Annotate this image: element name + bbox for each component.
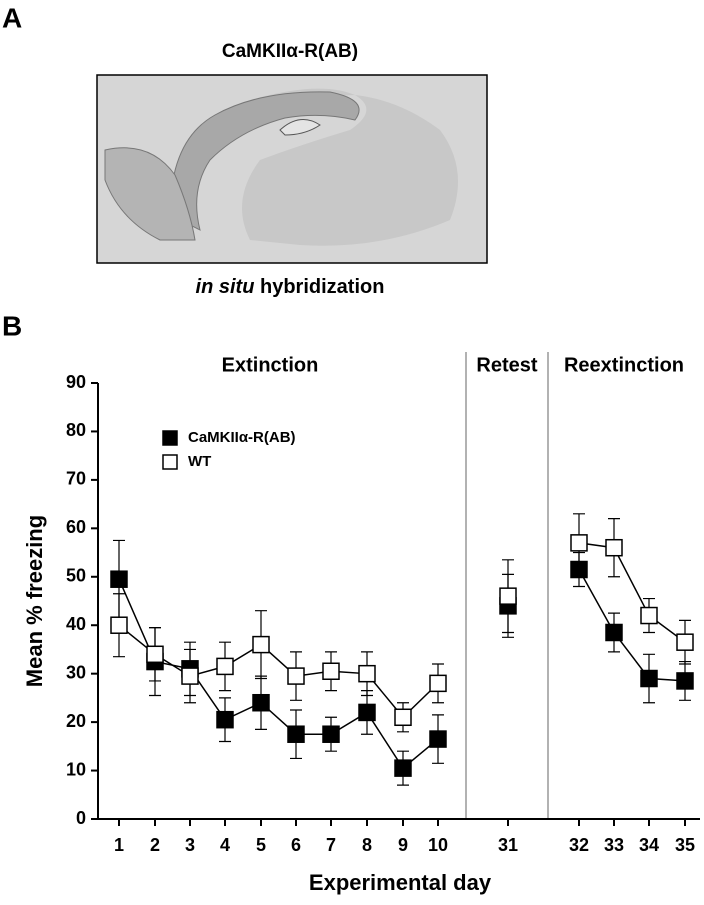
x-tick-label: 1 [114, 835, 124, 855]
x-tick-label: 10 [428, 835, 448, 855]
x-tick-label: 2 [150, 835, 160, 855]
marker [146, 645, 164, 664]
legend-marker [162, 430, 178, 446]
marker [110, 570, 128, 588]
marker [216, 657, 234, 676]
marker [605, 538, 623, 557]
y-tick-label: 60 [66, 517, 86, 537]
histology-image [96, 74, 488, 264]
marker [605, 623, 623, 642]
x-tick-label: 34 [639, 835, 659, 855]
section-label: Reextinction [564, 354, 684, 376]
section-label: Extinction [222, 354, 319, 376]
section-label: Retest [476, 354, 537, 376]
y-tick-label: 90 [66, 372, 86, 392]
x-tick-label: 6 [291, 835, 301, 855]
y-tick-label: 70 [66, 469, 86, 489]
x-tick-label: 35 [675, 835, 695, 855]
marker [676, 672, 694, 690]
y-tick-label: 30 [66, 662, 86, 682]
marker [322, 725, 340, 743]
marker [394, 708, 412, 727]
marker [322, 662, 340, 680]
x-tick-label: 3 [185, 835, 195, 855]
marker [429, 730, 447, 748]
marker [394, 759, 412, 777]
caption: in situ hybridization [196, 276, 385, 298]
x-tick-label: 7 [326, 835, 336, 855]
marker [676, 633, 694, 651]
marker [110, 616, 128, 634]
marker [429, 674, 447, 693]
y-tick-label: 50 [66, 566, 86, 586]
legend-label: WT [188, 453, 211, 470]
marker [252, 693, 270, 712]
caption-text: hybridization [260, 276, 384, 298]
marker [358, 703, 376, 722]
x-tick-label: 4 [220, 835, 230, 855]
marker [640, 669, 658, 688]
y-tick-label: 10 [66, 759, 86, 779]
panel-label: B [2, 310, 22, 341]
legend-marker [162, 454, 178, 470]
x-tick-label: 31 [498, 835, 518, 855]
marker [252, 635, 270, 654]
x-tick-label: 32 [569, 835, 589, 855]
legend-label: CaMKIIα-R(AB) [188, 429, 296, 446]
y-tick-label: 40 [66, 614, 86, 634]
y-tick-label: 20 [66, 711, 86, 731]
x-tick-label: 9 [398, 835, 408, 855]
x-tick-label: 5 [256, 835, 266, 855]
series-line [118, 624, 439, 719]
caption-italic: in situ [196, 276, 255, 298]
series-line [118, 578, 439, 770]
marker [216, 710, 234, 729]
marker [570, 534, 588, 552]
marker [640, 606, 658, 625]
panel-title: CaMKIIα-R(AB) [222, 41, 358, 62]
series-line [578, 542, 686, 643]
y-tick-label: 0 [76, 808, 86, 828]
marker [287, 667, 305, 685]
panel-label: A [2, 2, 22, 33]
marker [499, 587, 517, 605]
series-line [578, 569, 686, 682]
marker [358, 664, 376, 683]
x-axis-title: Experimental day [309, 870, 492, 895]
x-tick-label: 33 [604, 835, 624, 855]
marker [181, 667, 199, 685]
y-axis-title: Mean % freezing [22, 515, 47, 687]
x-tick-label: 8 [362, 835, 372, 855]
y-tick-label: 80 [66, 420, 86, 440]
marker [287, 725, 305, 743]
